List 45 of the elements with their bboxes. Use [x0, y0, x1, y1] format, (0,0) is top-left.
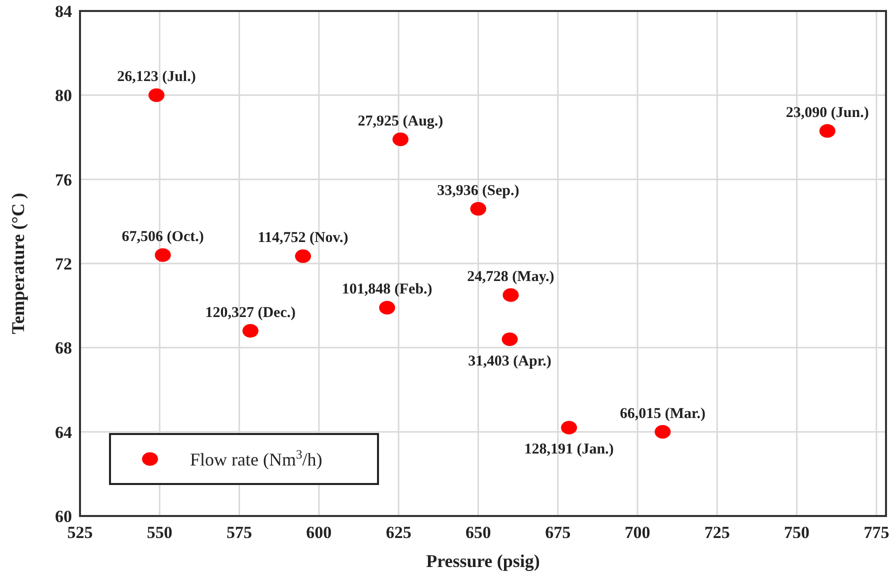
- x-tick-label: 625: [386, 523, 412, 542]
- y-tick-label: 64: [55, 422, 72, 442]
- point: [242, 324, 258, 338]
- point: [654, 425, 671, 439]
- annotation: 33,936 (Sep.): [437, 182, 520, 199]
- x-tick-label: 525: [67, 523, 93, 542]
- x-axis-title: Pressure (psig): [426, 551, 540, 571]
- annotation: 67,506 (Oct.): [122, 229, 204, 246]
- annotation: 26,123 (Jul.): [117, 69, 196, 86]
- annotation: 24,728 (May.): [467, 269, 554, 286]
- point: [148, 88, 164, 102]
- point: [470, 202, 486, 216]
- annotation: 120,327 (Dec.): [205, 304, 296, 321]
- y-tick-label: 80: [55, 86, 72, 106]
- y-tick-label: 68: [55, 338, 72, 358]
- point: [154, 248, 171, 262]
- x-tick-label: 750: [784, 523, 810, 542]
- x-tick-label: 775: [864, 523, 890, 542]
- annotation: 128,191 (Jan.): [524, 442, 614, 458]
- point: [502, 332, 518, 346]
- annotation: 66,015 (Mar.): [620, 406, 706, 422]
- x-tick-label: 700: [624, 523, 650, 542]
- y-axis-title: Temperature (°C ): [8, 192, 28, 334]
- point: [819, 124, 836, 138]
- point: [561, 420, 578, 434]
- annotation: 114,752 (Nov.): [258, 230, 348, 246]
- y-tick-label: 72: [55, 254, 72, 274]
- annotation: 31,403 (Apr.): [468, 353, 552, 370]
- x-tick-label: 675: [545, 523, 571, 542]
- legend-label: Flow rate (Nm$^{3}$/h): [190, 447, 322, 470]
- point: [379, 300, 396, 314]
- point: [295, 249, 312, 263]
- y-tick-label: 60: [55, 506, 72, 526]
- x-tick-label: 550: [146, 523, 172, 542]
- x-tick-label: 725: [704, 523, 730, 542]
- annotation: 27,925 (Aug.): [358, 113, 444, 130]
- x-tick-label: 575: [226, 523, 252, 542]
- annotation: 101,848 (Feb.): [342, 282, 432, 298]
- y-tick-label: 84: [55, 2, 72, 21]
- annotation: 23,090 (Jun.): [786, 104, 869, 121]
- x-tick-label: 650: [465, 523, 491, 542]
- point: [502, 288, 519, 302]
- point: [392, 132, 408, 146]
- x-tick-label: 600: [306, 523, 332, 542]
- y-tick-label: 76: [55, 170, 72, 190]
